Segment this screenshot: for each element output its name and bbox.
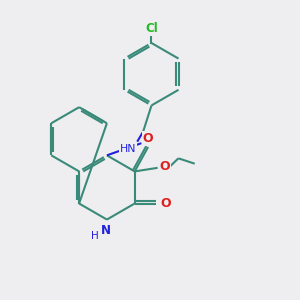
Text: N: N (100, 224, 110, 237)
Text: Cl: Cl (145, 22, 158, 35)
Text: O: O (160, 160, 170, 173)
Text: O: O (160, 197, 171, 210)
Text: H: H (91, 231, 98, 241)
Text: O: O (143, 132, 153, 145)
Text: HN: HN (120, 143, 136, 154)
